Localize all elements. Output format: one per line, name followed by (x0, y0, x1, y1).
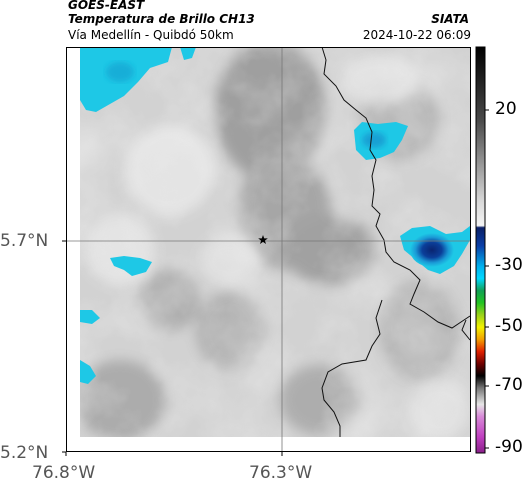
border-line (321, 47, 471, 437)
colorbar-tick-minus90: -90 (495, 437, 523, 457)
map-frame (66, 47, 471, 452)
product-title: Temperatura de Brillo CH13 (68, 12, 255, 26)
colorbar-tick-minus50: -50 (495, 316, 523, 336)
cold-cloud-top-west (110, 256, 152, 276)
satellite-name: GOES-EAST (68, 0, 145, 12)
lon-label-76-8: 76.8°W (32, 463, 96, 483)
lat-label-5-2: 5.2°N (0, 443, 49, 463)
convective-core-east (400, 226, 470, 274)
cold-cloud-top-southwest (80, 310, 100, 324)
lat-label-5-7: 5.7°N (0, 231, 49, 251)
colorbar-tick-minus70: -70 (495, 375, 523, 395)
colorbar-tick-20: 20 (495, 99, 517, 119)
cold-cloud-top-northwest (80, 47, 196, 112)
datetime-label: 2024-10-22 06:09 (362, 28, 471, 42)
agency-label: SIATA (431, 12, 469, 26)
colorbar-scale (475, 46, 486, 454)
lon-label-76-3: 76.3°W (249, 463, 313, 483)
region-subtitle: Vía Medellín - Quibdó 50km (68, 28, 234, 42)
star-icon (258, 235, 268, 244)
colorbar-tick-minus30: -30 (495, 255, 523, 275)
